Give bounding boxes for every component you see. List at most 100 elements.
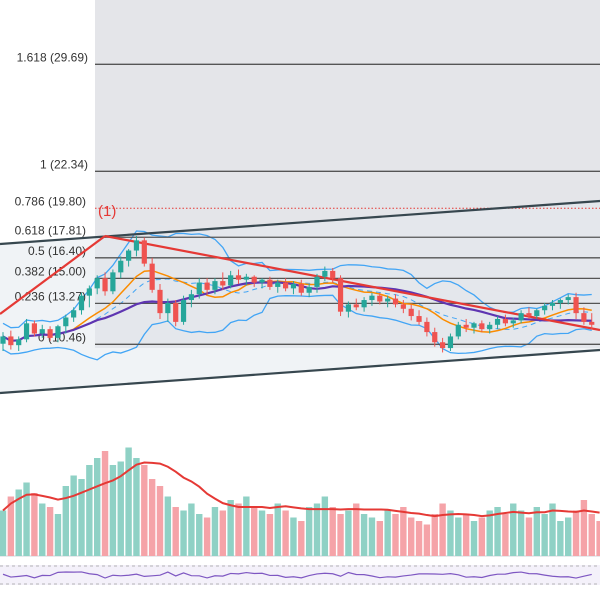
candle	[228, 270, 234, 289]
candle-body	[157, 289, 163, 314]
candle	[157, 284, 163, 319]
fib-label-0.618: 0.618 (17.81)	[15, 223, 86, 237]
volume-bar	[572, 510, 580, 556]
volume-bar	[596, 521, 600, 556]
volume-bar	[392, 514, 399, 556]
candle-body	[267, 279, 273, 287]
candle	[63, 314, 69, 334]
candle	[126, 249, 132, 267]
candle	[377, 292, 383, 305]
volume-bar	[148, 479, 156, 556]
volume-bar	[541, 514, 548, 556]
oscillator-line	[2, 571, 592, 579]
candle	[424, 317, 430, 337]
volume-bar	[588, 514, 595, 556]
candle-body	[102, 278, 108, 292]
volume-bar	[7, 496, 15, 556]
candle-body	[385, 298, 391, 302]
candle	[447, 333, 454, 351]
volume-bar	[353, 503, 360, 556]
volume-bar	[360, 514, 368, 556]
candle	[518, 310, 524, 324]
channel-lower-line	[0, 348, 600, 395]
candle	[204, 278, 210, 295]
volume-bar	[470, 521, 478, 556]
volume-bar	[455, 517, 462, 556]
candle-body	[353, 304, 359, 308]
candle-body	[275, 282, 281, 287]
candle	[267, 276, 273, 290]
ma-long	[2, 281, 592, 342]
candle-body	[408, 308, 414, 317]
candle-body	[518, 313, 524, 321]
volume-bar	[211, 507, 219, 556]
candle	[16, 336, 22, 351]
volume-bar	[39, 503, 46, 556]
volume-bar	[117, 461, 124, 556]
candle-body	[290, 284, 297, 289]
candle	[110, 269, 116, 295]
volume-bar	[368, 517, 376, 556]
candle-body	[330, 270, 336, 279]
candle-body	[549, 302, 556, 306]
candle	[118, 256, 124, 279]
candle	[298, 279, 304, 296]
candle	[369, 292, 375, 306]
volume-bar	[329, 507, 336, 556]
candle-body	[47, 329, 53, 338]
volume-bar	[203, 517, 211, 556]
candle-body	[369, 295, 375, 301]
candle-body	[228, 275, 234, 286]
candle	[133, 235, 140, 257]
bollinger-lower	[2, 294, 592, 361]
fib-label-0.786: 0.786 (19.80)	[15, 194, 86, 208]
candle-body	[306, 286, 312, 293]
candle	[565, 294, 571, 305]
volume-bar	[266, 514, 274, 556]
volume-bar	[23, 482, 30, 556]
candle	[196, 278, 202, 299]
volume-bar	[101, 451, 109, 556]
candle-body	[494, 318, 501, 325]
candle-body	[39, 329, 45, 334]
correction-trendline	[104, 234, 600, 332]
candle-body	[141, 240, 147, 264]
candle	[322, 266, 328, 282]
volume-bar	[486, 510, 493, 556]
candle	[31, 320, 37, 337]
candle-body	[510, 320, 516, 324]
candle-body	[314, 276, 320, 287]
volume-bar	[517, 510, 525, 556]
volume-bar	[258, 510, 266, 556]
volume-bar	[525, 517, 533, 556]
candle-body	[126, 250, 132, 261]
volume-bar	[557, 521, 564, 556]
candle	[94, 275, 100, 295]
candle-body	[259, 279, 265, 283]
volume-bar	[219, 510, 226, 556]
candle-body	[196, 282, 202, 295]
volume-bar	[415, 521, 423, 556]
volume-bar	[298, 521, 305, 556]
candle	[463, 318, 469, 333]
candle	[361, 297, 367, 312]
ma-short	[2, 269, 592, 342]
candle	[55, 324, 61, 343]
trend-lines	[0, 199, 600, 395]
candle	[542, 302, 548, 315]
candle	[188, 289, 194, 308]
volume-bar	[54, 514, 62, 556]
volume-bar	[235, 503, 242, 556]
candle	[180, 295, 187, 325]
candle	[581, 307, 587, 325]
volume-bar	[172, 507, 179, 556]
candle-body	[337, 278, 344, 312]
candle	[212, 278, 218, 295]
volume-bar	[565, 517, 572, 556]
volume-bar	[46, 507, 54, 556]
candle	[251, 275, 257, 287]
candle	[487, 321, 493, 334]
volume-bar	[313, 503, 321, 556]
impulse-trendline	[0, 235, 106, 315]
